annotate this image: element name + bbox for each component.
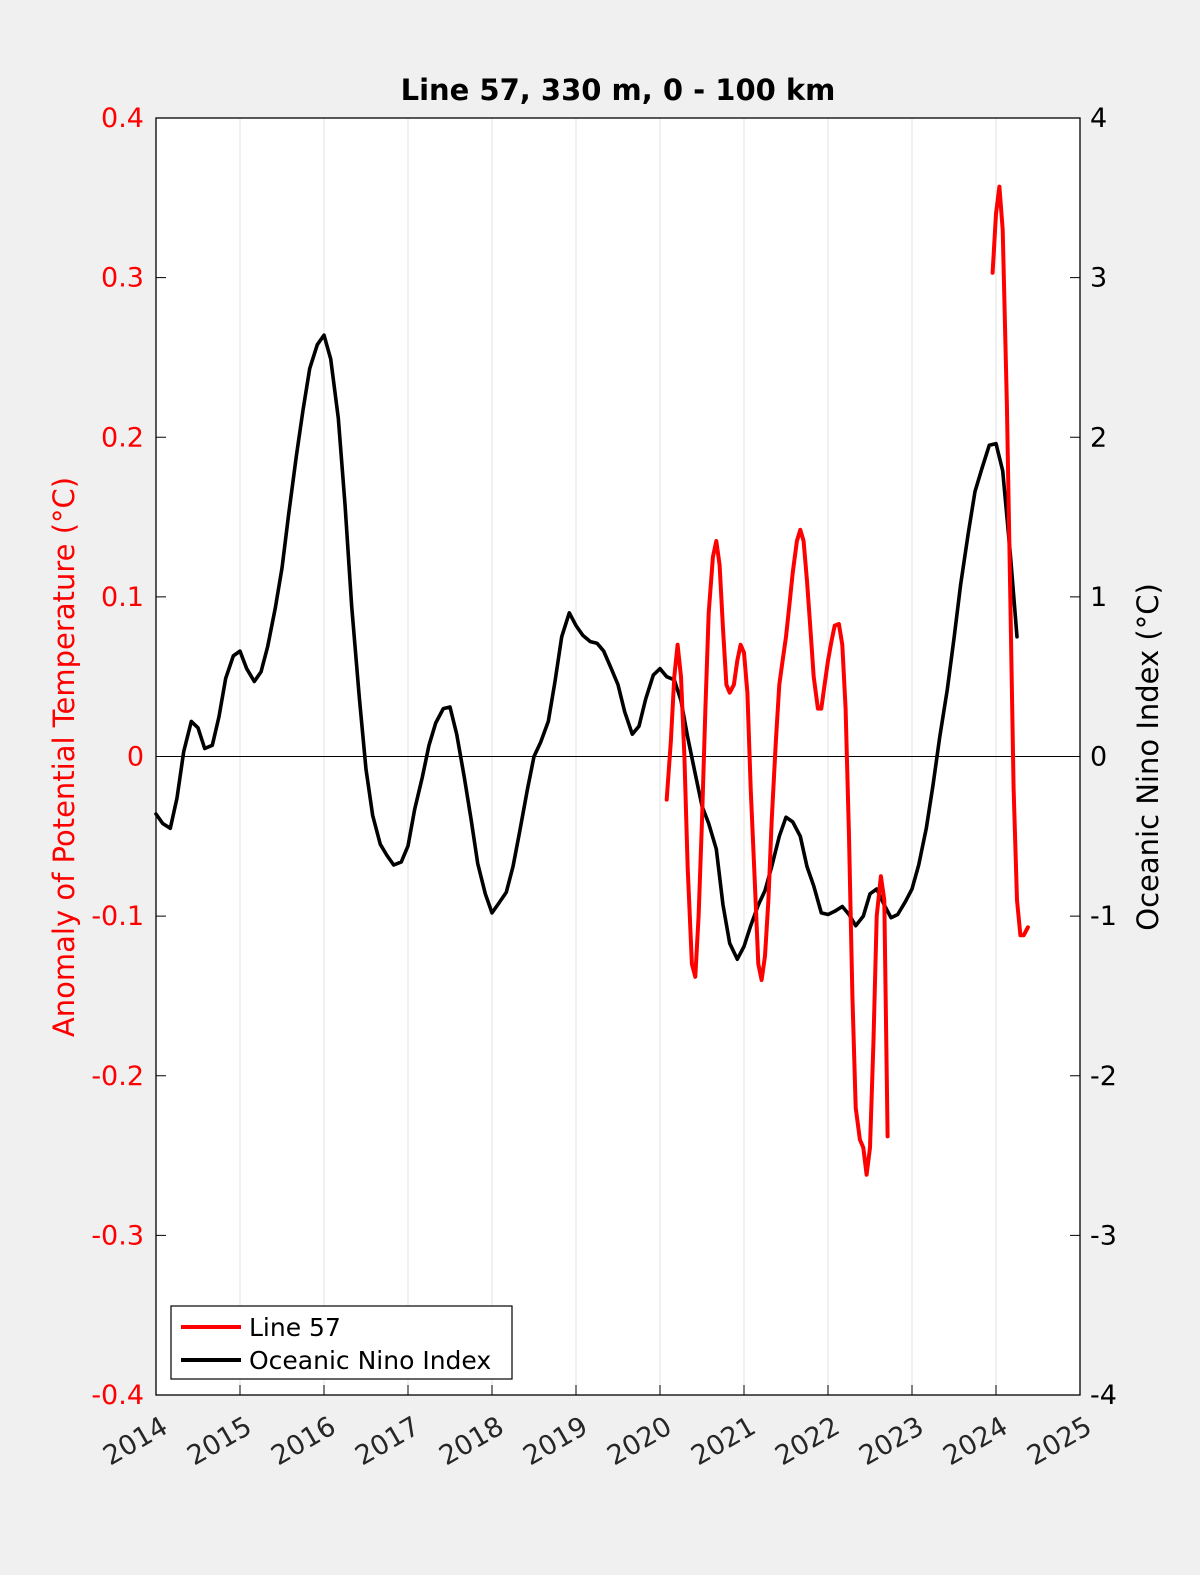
legend-box bbox=[170, 1305, 513, 1380]
y-right-tick-label: -2 bbox=[1090, 1061, 1117, 1092]
y-left-tick-label: -0.1 bbox=[91, 901, 144, 932]
y-left-tick-label: 0.1 bbox=[101, 582, 144, 613]
y-axis-right-label: Oceanic Nino Index (°C) bbox=[1131, 583, 1165, 931]
legend-label-oni: Oceanic Nino Index bbox=[249, 1346, 491, 1375]
y-left-tick-label: -0.2 bbox=[91, 1061, 144, 1092]
y-left-tick-label: 0.2 bbox=[101, 422, 144, 453]
y-left-tick-label: 0.4 bbox=[101, 103, 144, 134]
y-axis-left-label: Anomaly of Potential Temperature (°C) bbox=[47, 477, 81, 1037]
series-line-line57-segment-2 bbox=[990, 184, 1030, 938]
y-axis-left: -0.4 -0.3 -0.2 -0.1 0 0.1 0.2 0.3 0.4 bbox=[91, 103, 166, 1411]
y-right-tick-label: -4 bbox=[1090, 1380, 1117, 1411]
y-left-tick-label: 0 bbox=[127, 742, 144, 773]
y-left-tick-label: -0.3 bbox=[91, 1220, 144, 1251]
y-right-tick-label: -1 bbox=[1090, 901, 1117, 932]
chart-title: Line 57, 330 m, 0 - 100 km bbox=[401, 73, 836, 107]
y-right-tick-label: -3 bbox=[1090, 1220, 1117, 1251]
y-left-tick-label: -0.4 bbox=[91, 1380, 144, 1411]
y-right-tick-label: 4 bbox=[1090, 103, 1107, 134]
y-right-tick-label: 3 bbox=[1090, 263, 1107, 294]
legend: Line 57 Oceanic Nino Index bbox=[170, 1305, 513, 1380]
y-right-tick-label: 1 bbox=[1090, 582, 1107, 613]
y-right-tick-label: 2 bbox=[1090, 422, 1107, 453]
y-axis-right: -4 -3 -2 -1 0 1 2 3 4 bbox=[1070, 103, 1117, 1411]
legend-label-line57: Line 57 bbox=[249, 1313, 341, 1342]
y-left-tick-label: 0.3 bbox=[101, 263, 144, 294]
series-line-oceanic-nino-index bbox=[154, 333, 1019, 962]
series-line-line57-segment-1 bbox=[664, 527, 890, 1177]
series-layer bbox=[154, 184, 1030, 1177]
y-right-tick-label: 0 bbox=[1090, 742, 1107, 773]
